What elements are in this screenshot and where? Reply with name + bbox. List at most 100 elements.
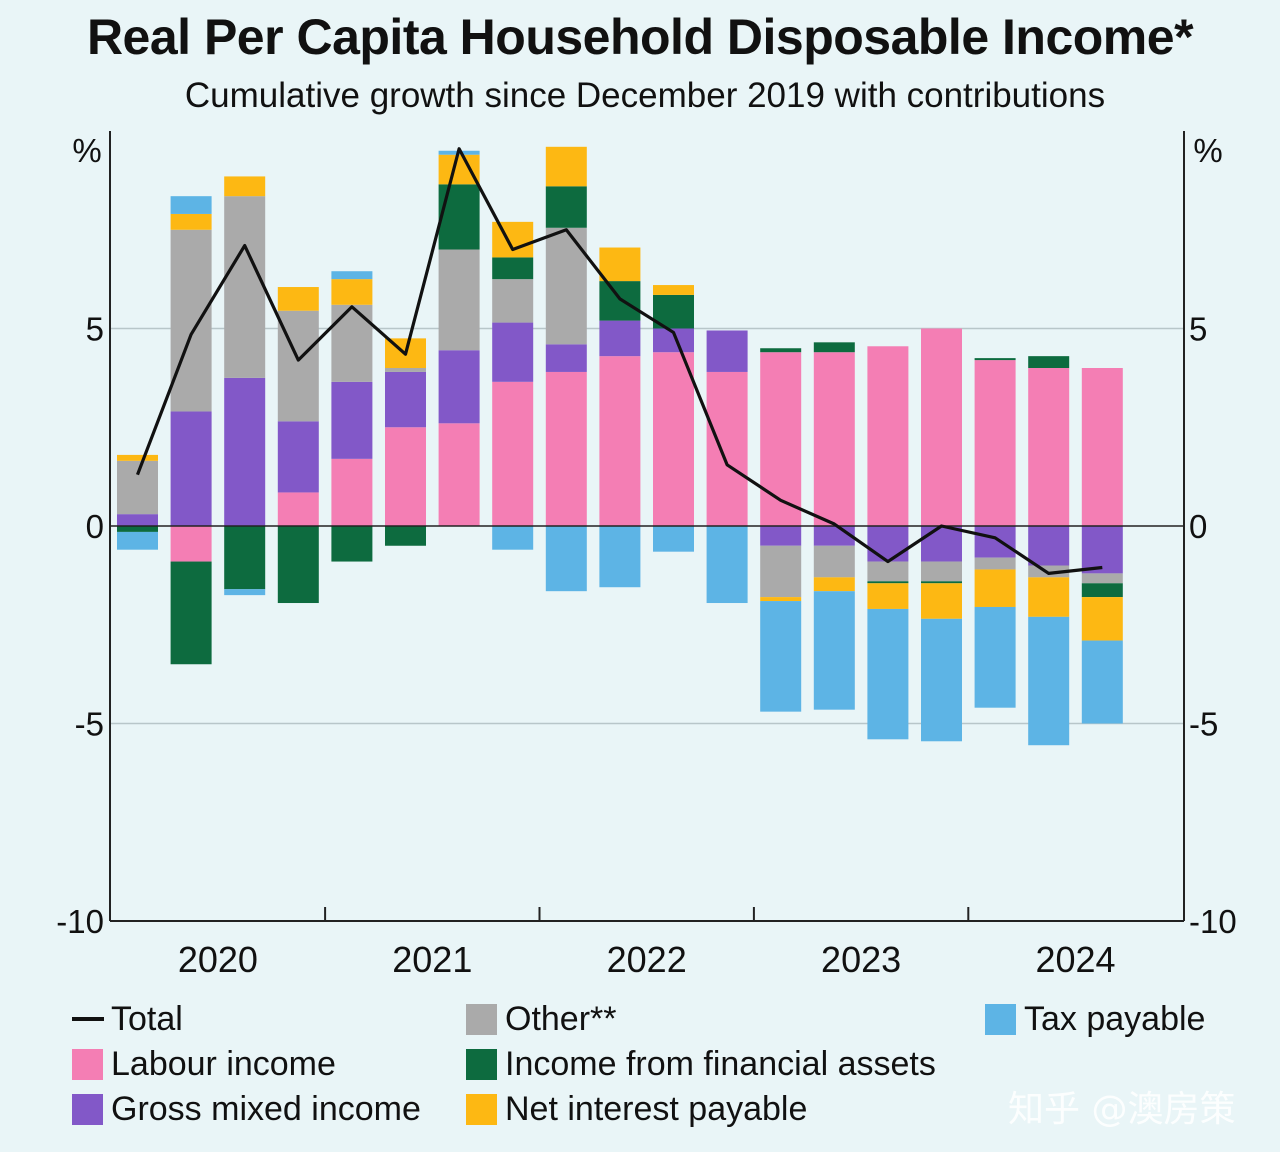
bar-segment [760, 352, 802, 526]
bar-segment [1081, 583, 1123, 598]
bar-segment [760, 545, 802, 598]
bar-segment [492, 381, 534, 526]
bar-segment [385, 371, 426, 428]
bar-segment [224, 589, 266, 596]
bar-segment [117, 531, 158, 550]
bar-segment [760, 597, 802, 602]
bar-segment [545, 526, 587, 592]
bar-segment [277, 492, 319, 526]
y-tick-label-left: 0 [86, 508, 104, 545]
bar-segment [760, 601, 802, 712]
bar-segment [1081, 640, 1123, 724]
chart-title: Real Per Capita Household Disposable Inc… [86, 9, 1194, 65]
bar-segment [974, 360, 1016, 526]
x-year-label: 2024 [1035, 939, 1115, 980]
bar-segment [760, 348, 802, 353]
bar-segment [170, 411, 212, 526]
bar-segment [760, 526, 802, 546]
bar-segment [492, 257, 534, 280]
bar-segment [117, 514, 158, 526]
bar-segment [170, 213, 212, 230]
bar-segment [117, 454, 158, 461]
bar-segment [170, 561, 212, 665]
bar-segment [331, 304, 373, 382]
bar-segment [1028, 368, 1070, 526]
bar-segment [331, 458, 373, 526]
bar-segment [1081, 526, 1123, 574]
bar-segment [599, 356, 641, 526]
bar-segment [277, 287, 319, 311]
y-tick-label-left: 5 [86, 311, 104, 348]
bar-segment [545, 371, 587, 526]
bar-segment [385, 368, 426, 372]
bar-segment [653, 285, 694, 295]
bar-segment [545, 344, 587, 372]
legend-tax-payable: Tax payable [985, 1000, 1205, 1039]
bar-segment [1028, 356, 1070, 368]
legend-total-label: Total [111, 1000, 183, 1038]
bar-segment [438, 350, 480, 424]
bar-segment [277, 421, 319, 493]
bar-segment [545, 186, 587, 228]
bar-segment [653, 526, 694, 552]
bar-segment [1028, 577, 1070, 617]
bar-segment [867, 346, 909, 526]
legend-labour-income-swatch [72, 1049, 103, 1080]
bar-segment [224, 196, 266, 378]
bar-segment [921, 328, 962, 526]
legend-other-swatch [466, 1004, 497, 1035]
y-tick-label-right: 0 [1189, 508, 1207, 545]
y-tick-label-left: -10 [56, 903, 104, 940]
y-tick-label-right: -5 [1189, 706, 1218, 743]
y-unit-right: % [1193, 132, 1222, 169]
bar-segment [170, 229, 212, 412]
bar-segment [224, 176, 266, 197]
legend-financial-assets-swatch [466, 1049, 497, 1080]
bar-segment [813, 577, 855, 592]
bar-segment [492, 279, 534, 323]
bar-segment [867, 526, 909, 562]
legend-financial-assets: Income from financial assets [466, 1045, 936, 1084]
bar-segment [921, 561, 962, 582]
bar-segment [813, 591, 855, 710]
legend-gross-mixed-income-label: Gross mixed income [111, 1090, 421, 1128]
bar-segment [385, 427, 426, 526]
bar-segment [1081, 368, 1123, 526]
bar-segment [385, 526, 426, 546]
legend-net-interest-payable-label: Net interest payable [505, 1090, 808, 1128]
bar-segment [1081, 597, 1123, 641]
bar-segment [170, 526, 212, 562]
bar-segment [438, 184, 480, 250]
bar-segment [921, 618, 962, 742]
bar-segment [492, 221, 534, 258]
legend-other: Other** [466, 1000, 617, 1039]
legend-total: Total [72, 1000, 183, 1039]
bar-segment [1028, 565, 1070, 578]
bar-segment [867, 583, 909, 609]
bar-segment [599, 320, 641, 357]
legend-total-swatch [72, 1017, 104, 1021]
bar-segment [813, 352, 855, 526]
bar-segment [867, 608, 909, 740]
bar-segment [974, 569, 1016, 607]
bar-segment [224, 377, 266, 526]
legend-financial-assets-label: Income from financial assets [505, 1045, 936, 1083]
bar-segment [706, 526, 748, 604]
legend-net-interest-payable-swatch [466, 1094, 497, 1125]
x-year-label: 2020 [178, 939, 258, 980]
bar-segment [974, 358, 1016, 361]
bar-segment [653, 328, 694, 353]
chart-subtitle: Cumulative growth since December 2019 wi… [184, 76, 1106, 115]
bar-segment [706, 330, 748, 372]
bar-segment [599, 281, 641, 321]
legend-net-interest-payable: Net interest payable [466, 1090, 807, 1129]
y-tick-label-right: -10 [1189, 903, 1237, 940]
bar-segment [331, 381, 373, 459]
bar-segment [813, 342, 855, 353]
y-tick-label-right: 5 [1189, 311, 1207, 348]
x-year-label: 2021 [392, 939, 472, 980]
bar-segment [599, 247, 641, 282]
bar-segment [492, 526, 534, 550]
total-line [136, 147, 1103, 576]
